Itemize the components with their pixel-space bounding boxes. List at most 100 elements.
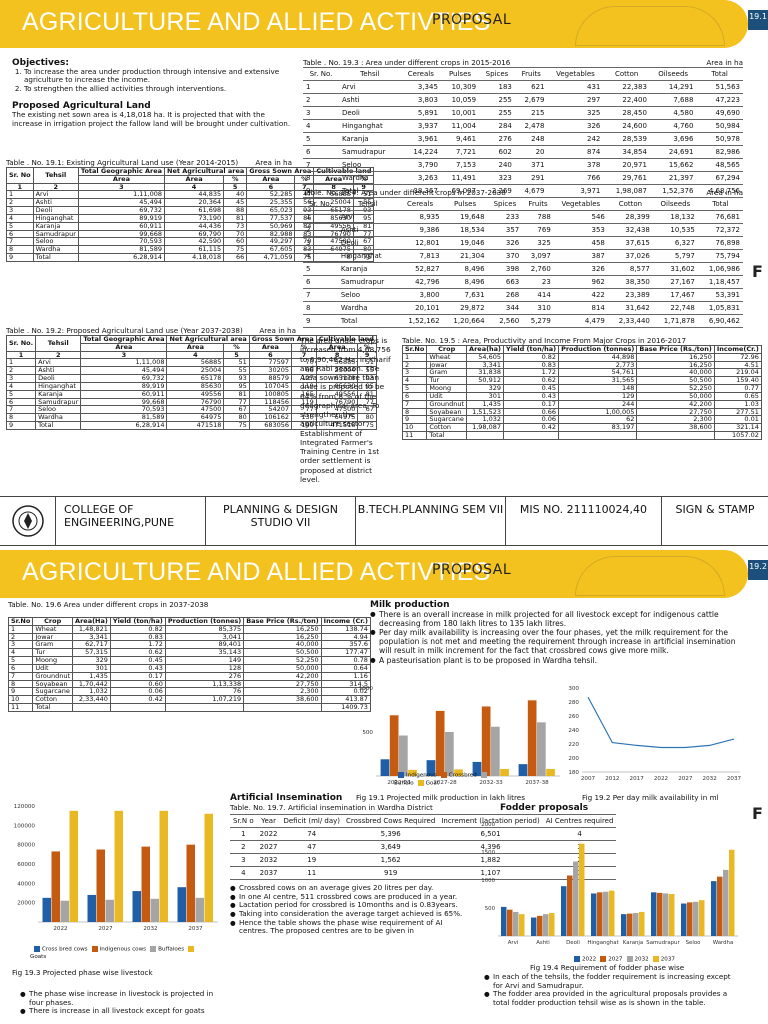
bullet-item: There is increase in all livestock excep…	[20, 1007, 220, 1016]
table-cell: 7,688	[649, 93, 697, 107]
table-cell: 471518	[315, 420, 359, 430]
x-tick-label: 2037	[727, 776, 742, 782]
table-row: 10 Cotton 1,98,087 0.42 83,197 38,600 321.14	[401, 423, 762, 432]
table-cell: 4	[401, 376, 428, 386]
bullet-item: Per day milk availability is increasing …	[370, 628, 738, 655]
table-cell: 47500	[166, 405, 225, 415]
column-header: Area(Ha)	[72, 617, 111, 626]
table-cell: 1,00,005	[558, 407, 638, 417]
table-cell: 106162	[248, 413, 293, 422]
table-cell: 5,396	[343, 827, 439, 841]
table-cell: 14,224	[400, 145, 441, 159]
table-row: 4 Tur 57,315 0.62 35,143 50,500 177.47	[7, 648, 371, 658]
table-cell: 44,898	[558, 352, 638, 362]
table-cell: 2	[303, 223, 338, 237]
table-cell: 766	[547, 171, 604, 185]
bar	[105, 899, 114, 922]
table-cell: 66	[223, 252, 248, 262]
table-row: 6 Samudrapur 14,224 7,721 602 20 874 34,854 24,6…	[303, 145, 743, 159]
table-cell: 50,978	[696, 132, 743, 146]
table-row: 8 Wardha 20,101 29,872 344 310 814 31,642 22,748…	[303, 301, 743, 315]
proposed-land-table: Sr. No. Tehsil Total Geographic Area Net Ag…	[5, 335, 377, 430]
column-header: Sr. No	[6, 167, 34, 184]
table-cell: Samudrapur	[338, 145, 401, 159]
bullet-item: The phase wise increase in livestock is …	[20, 989, 220, 1007]
table-cell: Karanja	[32, 221, 79, 231]
table-cell: 77	[223, 397, 250, 407]
column-header: Area(ha)	[466, 345, 505, 354]
crops-2037-table: Sr. No. Tehsil Cereals Pulses Spices Fruits Ve…	[303, 197, 743, 328]
table-cell: Ashti	[35, 366, 82, 376]
table-cell: 0.17	[109, 671, 166, 681]
table-cell: 371	[514, 158, 548, 172]
table-cell: 70,593	[77, 237, 166, 247]
table-cell: 23,389	[607, 288, 653, 302]
bar	[549, 913, 555, 936]
table-cell: Karanja	[35, 389, 82, 399]
table-cell	[636, 430, 715, 440]
table-caption: Table. No. 19.5 : Area, Productivity and…	[402, 336, 687, 345]
table-cell: 297	[547, 93, 604, 107]
objectives-block: Objectives: To increase the area under p…	[12, 58, 297, 128]
column-header: Sr.N o	[230, 814, 257, 828]
table-cell: 1	[7, 624, 34, 634]
table-cell: 44,436	[164, 221, 225, 231]
table-cell: 37,026	[607, 249, 653, 263]
table-cell: 61,698	[164, 206, 225, 215]
table-row: 8 Soyabean 1,51,523 0.66 1,00,005 27,750 277.5…	[401, 407, 762, 417]
table-cell: Wardha	[32, 245, 79, 254]
header-row: Sr. No. Tehsil Cereals Pulses Spices Fruits Ve…	[303, 67, 743, 81]
table-cell: 291	[514, 171, 548, 185]
column-number: 6	[248, 350, 293, 360]
table-cell: 240	[479, 158, 515, 172]
table-cell: 19,648	[442, 210, 488, 224]
fig-19-1-caption: Fig 19.1 Projected milk production in la…	[356, 793, 525, 802]
table-cell: 1,06,986	[697, 262, 743, 276]
table-cell: Seloo	[32, 237, 79, 247]
column-number: 6	[246, 182, 296, 192]
legend-label: Cross bred cows	[42, 946, 88, 953]
bar	[531, 917, 537, 936]
bar	[711, 881, 717, 936]
table-cell: Seloo	[338, 158, 401, 172]
y-tick-label: 240	[568, 728, 579, 734]
table-cell: 1,107	[438, 866, 543, 880]
table-row: 1 Arvi 3,345 10,309 183 621 431 22,383 14,291 51,…	[303, 80, 743, 94]
table-cell: 10,535	[652, 223, 698, 237]
header-row: Sr.No Crop Area(ha) Yield (ton/ha) Productio…	[401, 345, 762, 354]
table-cell: 2	[6, 198, 34, 208]
table-cell: 10,059	[440, 93, 480, 107]
table-cell: 80	[223, 413, 250, 422]
table-cell: 9,386	[397, 223, 443, 237]
table-cell: 2027	[256, 840, 281, 854]
table-cell: Wardha	[337, 301, 398, 315]
table-cell: 38,600	[636, 423, 715, 432]
table-cell: 81,589	[80, 413, 168, 422]
column-header: Oilseeds	[649, 67, 697, 81]
productivity-table: Sr.No Crop Area(ha) Yield (ton/ha) Productio…	[401, 345, 762, 440]
table-cell: 31,602	[652, 262, 698, 276]
table-caption: Table . No. 19.1: Existing Agricultural …	[6, 158, 292, 167]
table-cell: 8	[401, 407, 428, 417]
table-cell: 7	[6, 237, 34, 247]
table-cell: 49556	[166, 389, 225, 399]
table-cell: 89,919	[77, 213, 166, 223]
proposal-label: PROPOSAL	[432, 12, 512, 28]
table-cell: 431	[547, 80, 604, 94]
column-header: Pulses	[440, 67, 480, 81]
table-cell: 72.96	[713, 352, 762, 362]
legend-swatch	[398, 772, 404, 778]
table-cell: 29,872	[442, 301, 488, 315]
table-cell: 602	[479, 145, 515, 159]
table-cell	[72, 702, 111, 712]
table-cell: 75	[223, 420, 250, 430]
table-cell: 3	[7, 640, 34, 650]
table-cell: 244	[558, 399, 638, 409]
table-cell: 21,397	[649, 171, 697, 185]
table-cell: 0.06	[503, 415, 560, 425]
column-header: Vegetables	[547, 67, 604, 81]
table-cell: 67,294	[696, 171, 743, 185]
table-cell: 19	[280, 853, 344, 867]
table-cell: 683056	[248, 420, 293, 430]
table-row: 3 Deoli 12,801 19,046 326 325 458 37,615 6,327 76…	[303, 236, 743, 250]
